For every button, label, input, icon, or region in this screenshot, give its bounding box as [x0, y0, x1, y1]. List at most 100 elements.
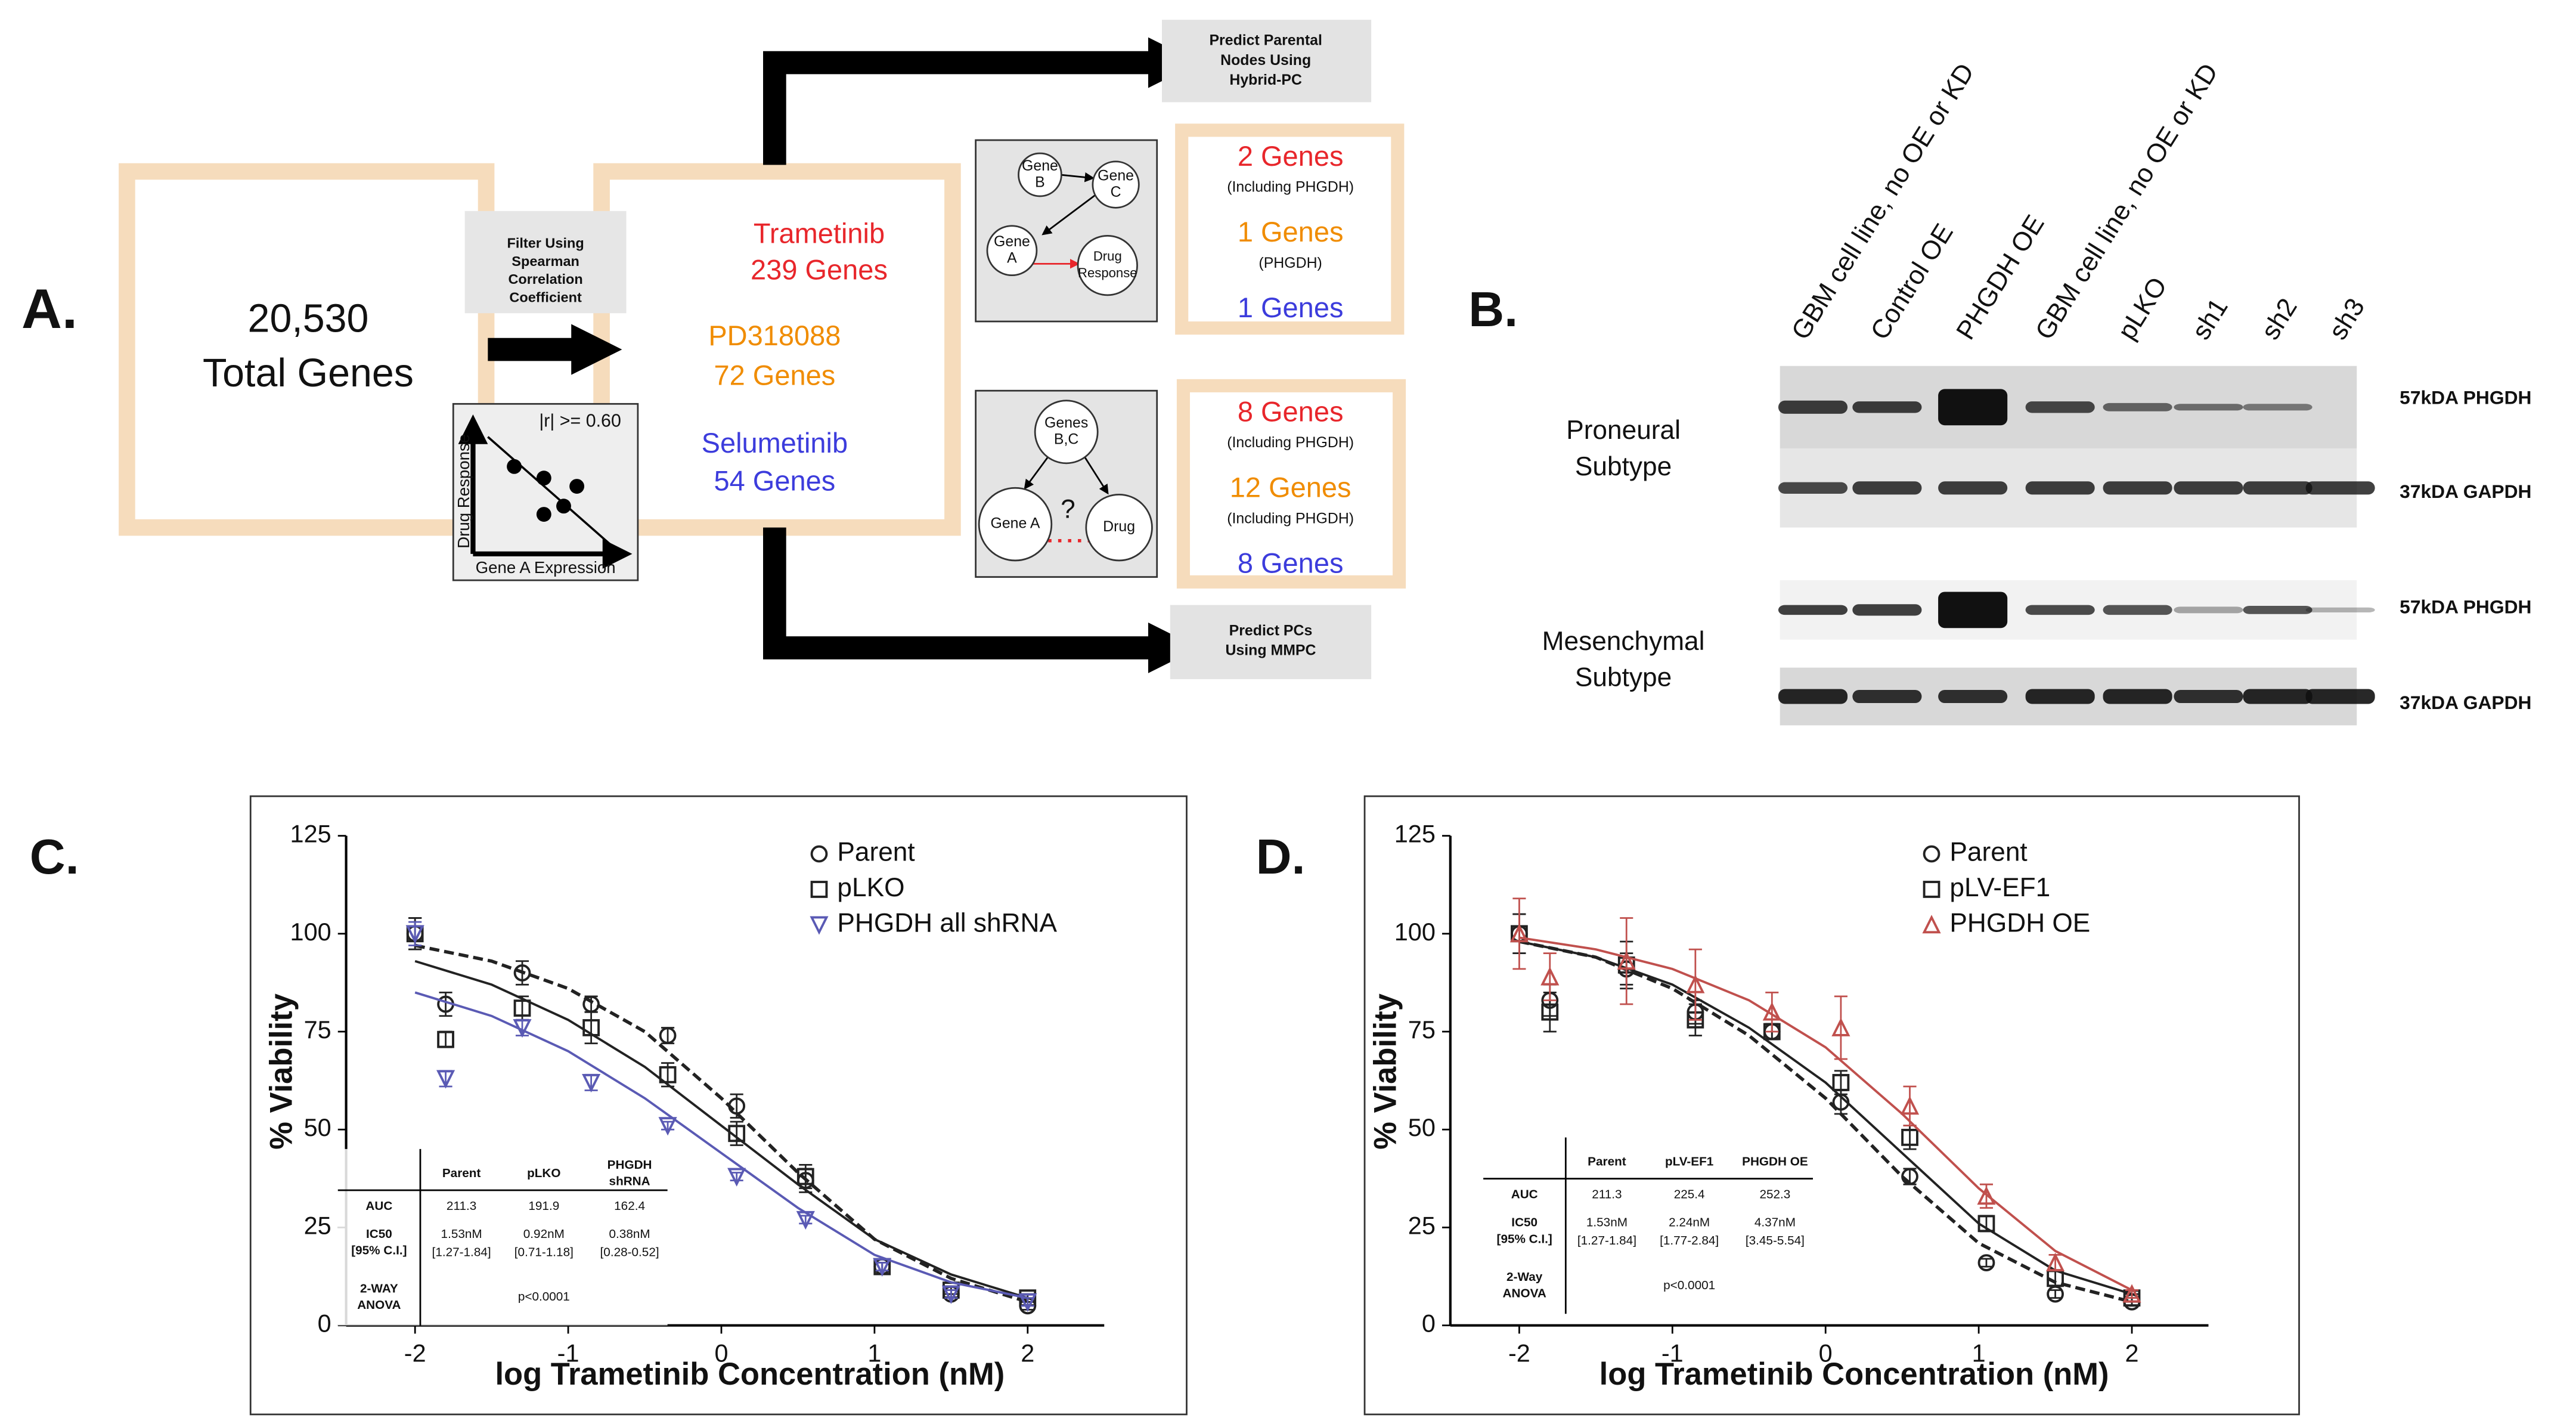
- panel-label: C.: [30, 829, 79, 884]
- diagram-node: [1085, 493, 1153, 562]
- top-method-box: [1162, 20, 1372, 103]
- data-point: [1901, 1128, 1918, 1146]
- data-point: [659, 1027, 677, 1044]
- table-cell: [0.28-0.52]: [600, 1245, 659, 1259]
- table-cell: 1.53nM: [441, 1227, 482, 1241]
- diagram-edge: [1083, 456, 1109, 495]
- result-genes: 8 Genes: [1238, 395, 1344, 427]
- table-row-label: IC50: [1511, 1216, 1537, 1230]
- band: [1852, 401, 1922, 413]
- table-header: Parent: [1588, 1154, 1626, 1168]
- table-row-label: AUC: [1511, 1188, 1538, 1202]
- error-bar: [439, 1030, 452, 1048]
- table-cell: 211.3: [447, 1199, 476, 1213]
- band-label: 37kDA GAPDH: [2400, 481, 2531, 502]
- data-point: [1832, 1074, 1850, 1091]
- inset-y-label: Drug Response: [454, 434, 473, 549]
- data-point: [1509, 924, 1529, 943]
- table-cell: 2.24nM: [1669, 1216, 1710, 1230]
- legend-label: Parent: [1949, 838, 2027, 867]
- table-header: pLKO: [527, 1166, 560, 1180]
- x-tick-label: 2: [1021, 1339, 1034, 1367]
- filter-text: Filter Using: [507, 235, 584, 250]
- data-point: [1901, 1168, 1918, 1185]
- error-bar: [584, 1011, 598, 1045]
- lane-label: sh2: [2256, 293, 2303, 345]
- band: [2103, 481, 2172, 495]
- x-tick-label: -2: [1508, 1339, 1530, 1367]
- band: [2243, 605, 2312, 614]
- inset-dot: [536, 470, 551, 486]
- band-label: 57kDA PHGDH: [2400, 386, 2531, 408]
- band: [1938, 689, 2008, 704]
- legend-label: PHGDH all shRNA: [837, 909, 1057, 938]
- band: [2103, 605, 2172, 615]
- data-point: [582, 1074, 601, 1093]
- band: [1778, 689, 1848, 704]
- node-label: Gene: [1022, 157, 1058, 174]
- table-row-label: [95% C.I.]: [351, 1244, 407, 1258]
- legend-marker: [1923, 845, 1940, 863]
- y-axis-label: % Viability: [1368, 993, 1403, 1150]
- results-2-box: [1176, 379, 1406, 589]
- table-bg: [1483, 1137, 1813, 1314]
- x-tick-label: 0: [1819, 1339, 1833, 1367]
- error-bar: [1620, 917, 1633, 1005]
- diagram-node: [1092, 160, 1140, 209]
- drug-name: Trametinib: [754, 218, 885, 249]
- inset-dot: [536, 507, 551, 522]
- node-label: Drug: [1103, 518, 1135, 535]
- table-cell: [1.27-1.84]: [1577, 1234, 1636, 1247]
- data-point: [1900, 1096, 1920, 1115]
- band: [1778, 400, 1848, 414]
- node-label: Gene: [994, 233, 1030, 250]
- table-bg: [337, 1148, 668, 1326]
- x-tick-label: -2: [404, 1339, 426, 1367]
- band: [1938, 389, 2008, 426]
- table-cell: 0.38nM: [609, 1227, 650, 1241]
- diagram-node: [1034, 400, 1099, 465]
- band: [1938, 592, 2008, 629]
- y-tick-label: 125: [1394, 820, 1436, 848]
- data-point: [1762, 1002, 1781, 1021]
- inset-trend: [487, 436, 611, 545]
- data-point: [513, 1019, 532, 1038]
- x-tick-label: -1: [1661, 1339, 1684, 1367]
- filter-text: Correlation: [508, 271, 582, 287]
- band: [2243, 481, 2312, 495]
- band: [2243, 689, 2312, 704]
- diagram-edge: [1041, 194, 1097, 236]
- subtype-label: Proneural: [1566, 416, 1681, 445]
- result-note: (Including PHGDH): [1227, 179, 1354, 196]
- band: [1852, 689, 1922, 704]
- legend-label: pLKO: [837, 873, 904, 902]
- chart-c-frame: [249, 795, 1188, 1416]
- band: [2174, 404, 2243, 411]
- error-bar: [1834, 995, 1847, 1060]
- drug-name: PD318088: [708, 320, 841, 351]
- error-bar: [1903, 1085, 1917, 1127]
- lane-label: pLKO: [2112, 272, 2172, 345]
- table-cell: 252.3: [1759, 1188, 1790, 1202]
- data-point: [1540, 967, 1560, 986]
- table-cell: 0.92nM: [523, 1227, 565, 1241]
- y-tick-label: 50: [304, 1113, 331, 1141]
- x-tick-label: 0: [714, 1339, 728, 1367]
- band: [1778, 605, 1848, 615]
- band-label: 37kDA GAPDH: [2400, 692, 2531, 713]
- data-point: [1686, 974, 1705, 993]
- lane-label: sh3: [2323, 293, 2370, 345]
- y-tick-label: 100: [290, 918, 331, 946]
- band: [2174, 606, 2243, 614]
- diagram-node: [978, 487, 1053, 562]
- data-point: [941, 1285, 960, 1304]
- panel-label: A.: [21, 277, 78, 340]
- band-label: 57kDA PHGDH: [2400, 596, 2531, 617]
- data-point: [873, 1258, 892, 1277]
- data-point: [1018, 1293, 1037, 1312]
- panel-label: B.: [1468, 281, 1518, 337]
- table-cell: p<0.0001: [1663, 1278, 1715, 1292]
- node-label: A: [1007, 250, 1017, 267]
- table-cell: [1.77-2.84]: [1660, 1234, 1719, 1247]
